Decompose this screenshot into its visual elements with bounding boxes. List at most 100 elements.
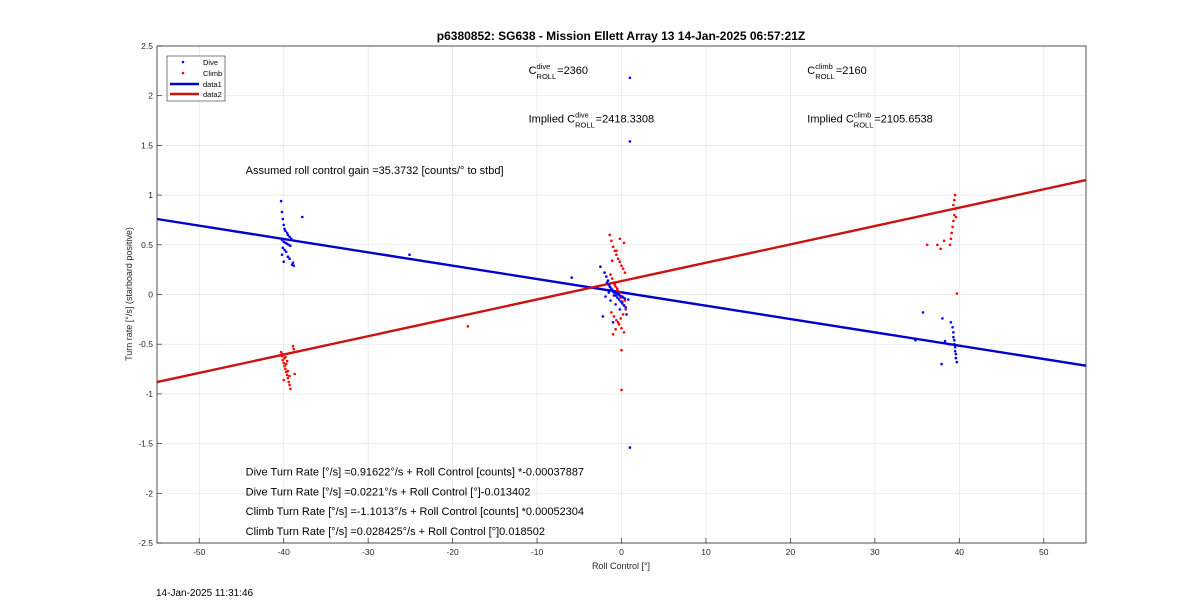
x-tick-label: 10 [701,547,711,557]
climb-point [925,243,929,247]
dive-point [614,303,617,306]
dive-point [628,446,632,449]
climb-point [608,233,611,237]
dive-point [289,244,292,248]
climb-point [611,245,615,249]
line-data1 [156,217,1087,367]
dive-point [610,288,614,291]
climb-point [949,237,953,241]
climb-point [623,299,627,302]
dive-point [620,295,623,298]
dive-point [949,321,953,324]
dive-point [941,317,944,320]
annotation-base: C [567,114,575,126]
climb-point [291,344,295,348]
dive-point [953,349,957,353]
dive-point [290,237,293,241]
dive-point [622,304,626,307]
dive-point [628,140,632,143]
climb-point [622,331,626,334]
y-tick-label: 1.5 [141,140,153,150]
climb-point [615,319,618,322]
annotation-subscript: ROLL [815,72,835,81]
climb-point [612,281,616,284]
y-tick-label: 1 [148,190,153,200]
climb-point [618,260,622,264]
data-points [279,76,959,449]
dive-point [601,315,605,318]
climb-point [936,243,939,247]
climb-point [286,376,290,380]
dive-point [955,360,959,364]
dive-point [953,342,956,346]
dive-point [288,257,291,261]
dive-point [619,300,622,303]
climb-point [953,207,957,211]
dive-point [284,250,288,254]
dive-point [280,238,284,242]
line-data2 [156,178,1087,384]
y-tick-label: 2.5 [141,41,153,51]
climb-point [953,198,956,202]
annotation-subscript: ROLL [854,121,874,130]
climb-point [620,388,623,392]
dive-point [617,298,621,301]
annotation-superscript: climb [854,111,872,120]
dive-point [952,335,955,339]
climb-point [616,287,619,290]
dive-point [605,275,608,278]
dive-point [284,229,287,233]
dive-point [616,292,620,295]
annotation-subscript: ROLL [575,121,595,130]
legend-climb-label: Climb [203,69,222,78]
climb-point [285,359,289,363]
annotation-superscript: dive [575,111,589,120]
climb-point [282,378,286,382]
climb-point [620,264,623,268]
chart-title: p6380852: SG638 - Mission Ellett Array 1… [437,29,805,43]
dive-point [279,199,283,203]
climb-point [284,362,288,366]
dive-point [280,253,284,256]
annotation-value: =2105.6538 [874,114,932,126]
dive-point [940,362,943,366]
climb-point [288,374,291,378]
climb-point [610,277,614,280]
climb-point [615,253,618,256]
climb-point [954,215,958,219]
dive-point [606,279,610,282]
dive-point [280,210,284,214]
annotation-eq4: Climb Turn Rate [°/s] =0.028425°/s + Rol… [246,526,545,538]
dive-point [288,235,291,239]
x-tick-label: -50 [193,547,206,557]
x-tick-label: 50 [1039,547,1049,557]
dive-point [618,308,622,311]
climb-point [286,369,290,373]
y-tick-label: -1.5 [138,439,153,449]
y-tick-label: -1 [145,389,153,399]
climb-point [616,289,619,292]
climb-point [623,271,627,274]
dive-point [286,255,290,258]
climb-point [293,372,297,376]
climb-point [621,313,625,316]
regression-lines [156,178,1087,384]
dive-point [616,296,619,299]
dive-point [607,291,611,294]
dive-point [947,342,951,346]
dive-point [291,261,295,265]
dive-point [624,306,627,309]
legend-data2-label: data2 [203,90,222,99]
climb-point [952,203,955,207]
climb-point [466,325,470,328]
climb-point [279,350,283,354]
dive-point [301,215,304,219]
x-tick-label: 20 [786,547,796,557]
climb-point [288,383,291,387]
x-axis-label: Roll Control [°] [592,561,650,571]
annotation-implied-climb: Implied Cclimb ROLL=2105.6538 [807,111,933,130]
dive-point [953,338,956,342]
dive-point [611,321,615,324]
